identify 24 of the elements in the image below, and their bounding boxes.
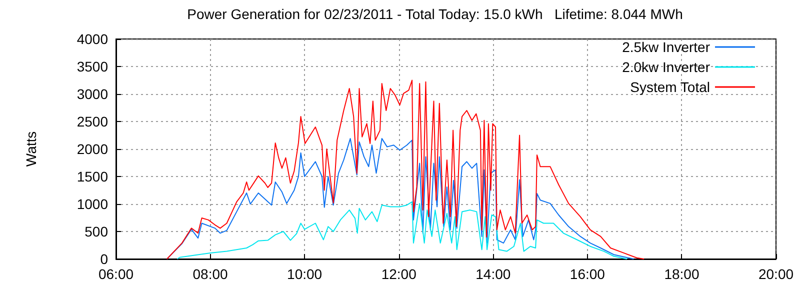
legend-label: System Total xyxy=(630,79,710,95)
x-tick-label: 08:00 xyxy=(192,266,228,282)
x-tick-label: 14:00 xyxy=(476,266,511,282)
x-tick-label: 06:00 xyxy=(98,266,134,282)
legend-label: 2.0kw Inverter xyxy=(622,59,710,75)
y-tick-label: 0 xyxy=(100,251,108,267)
y-axis-title: Watts xyxy=(23,131,39,167)
legend-label: 2.5kw Inverter xyxy=(622,39,710,55)
y-tick-label: 3000 xyxy=(76,86,108,102)
x-tick-label: 18:00 xyxy=(664,266,700,282)
line-series xyxy=(176,201,628,260)
y-tick-label: 1000 xyxy=(76,196,108,212)
y-tick-label: 1500 xyxy=(76,168,108,184)
y-tick-label: 2000 xyxy=(76,141,108,157)
y-tick-label: 500 xyxy=(84,224,108,240)
y-tick-label: 4000 xyxy=(76,31,108,47)
x-tick-label: 16:00 xyxy=(570,266,606,282)
x-tick-label: 12:00 xyxy=(381,266,417,282)
x-tick-label: 20:00 xyxy=(758,266,794,282)
x-tick-label: 10:00 xyxy=(287,266,322,282)
chart-title: Power Generation for 02/23/2011 - Total Today: 15.0 kWh Lifetime: 8.044 MWh xyxy=(187,6,683,22)
line-series xyxy=(166,138,634,260)
y-tick-label: 3500 xyxy=(76,58,108,74)
y-tick-label: 2500 xyxy=(76,114,108,130)
